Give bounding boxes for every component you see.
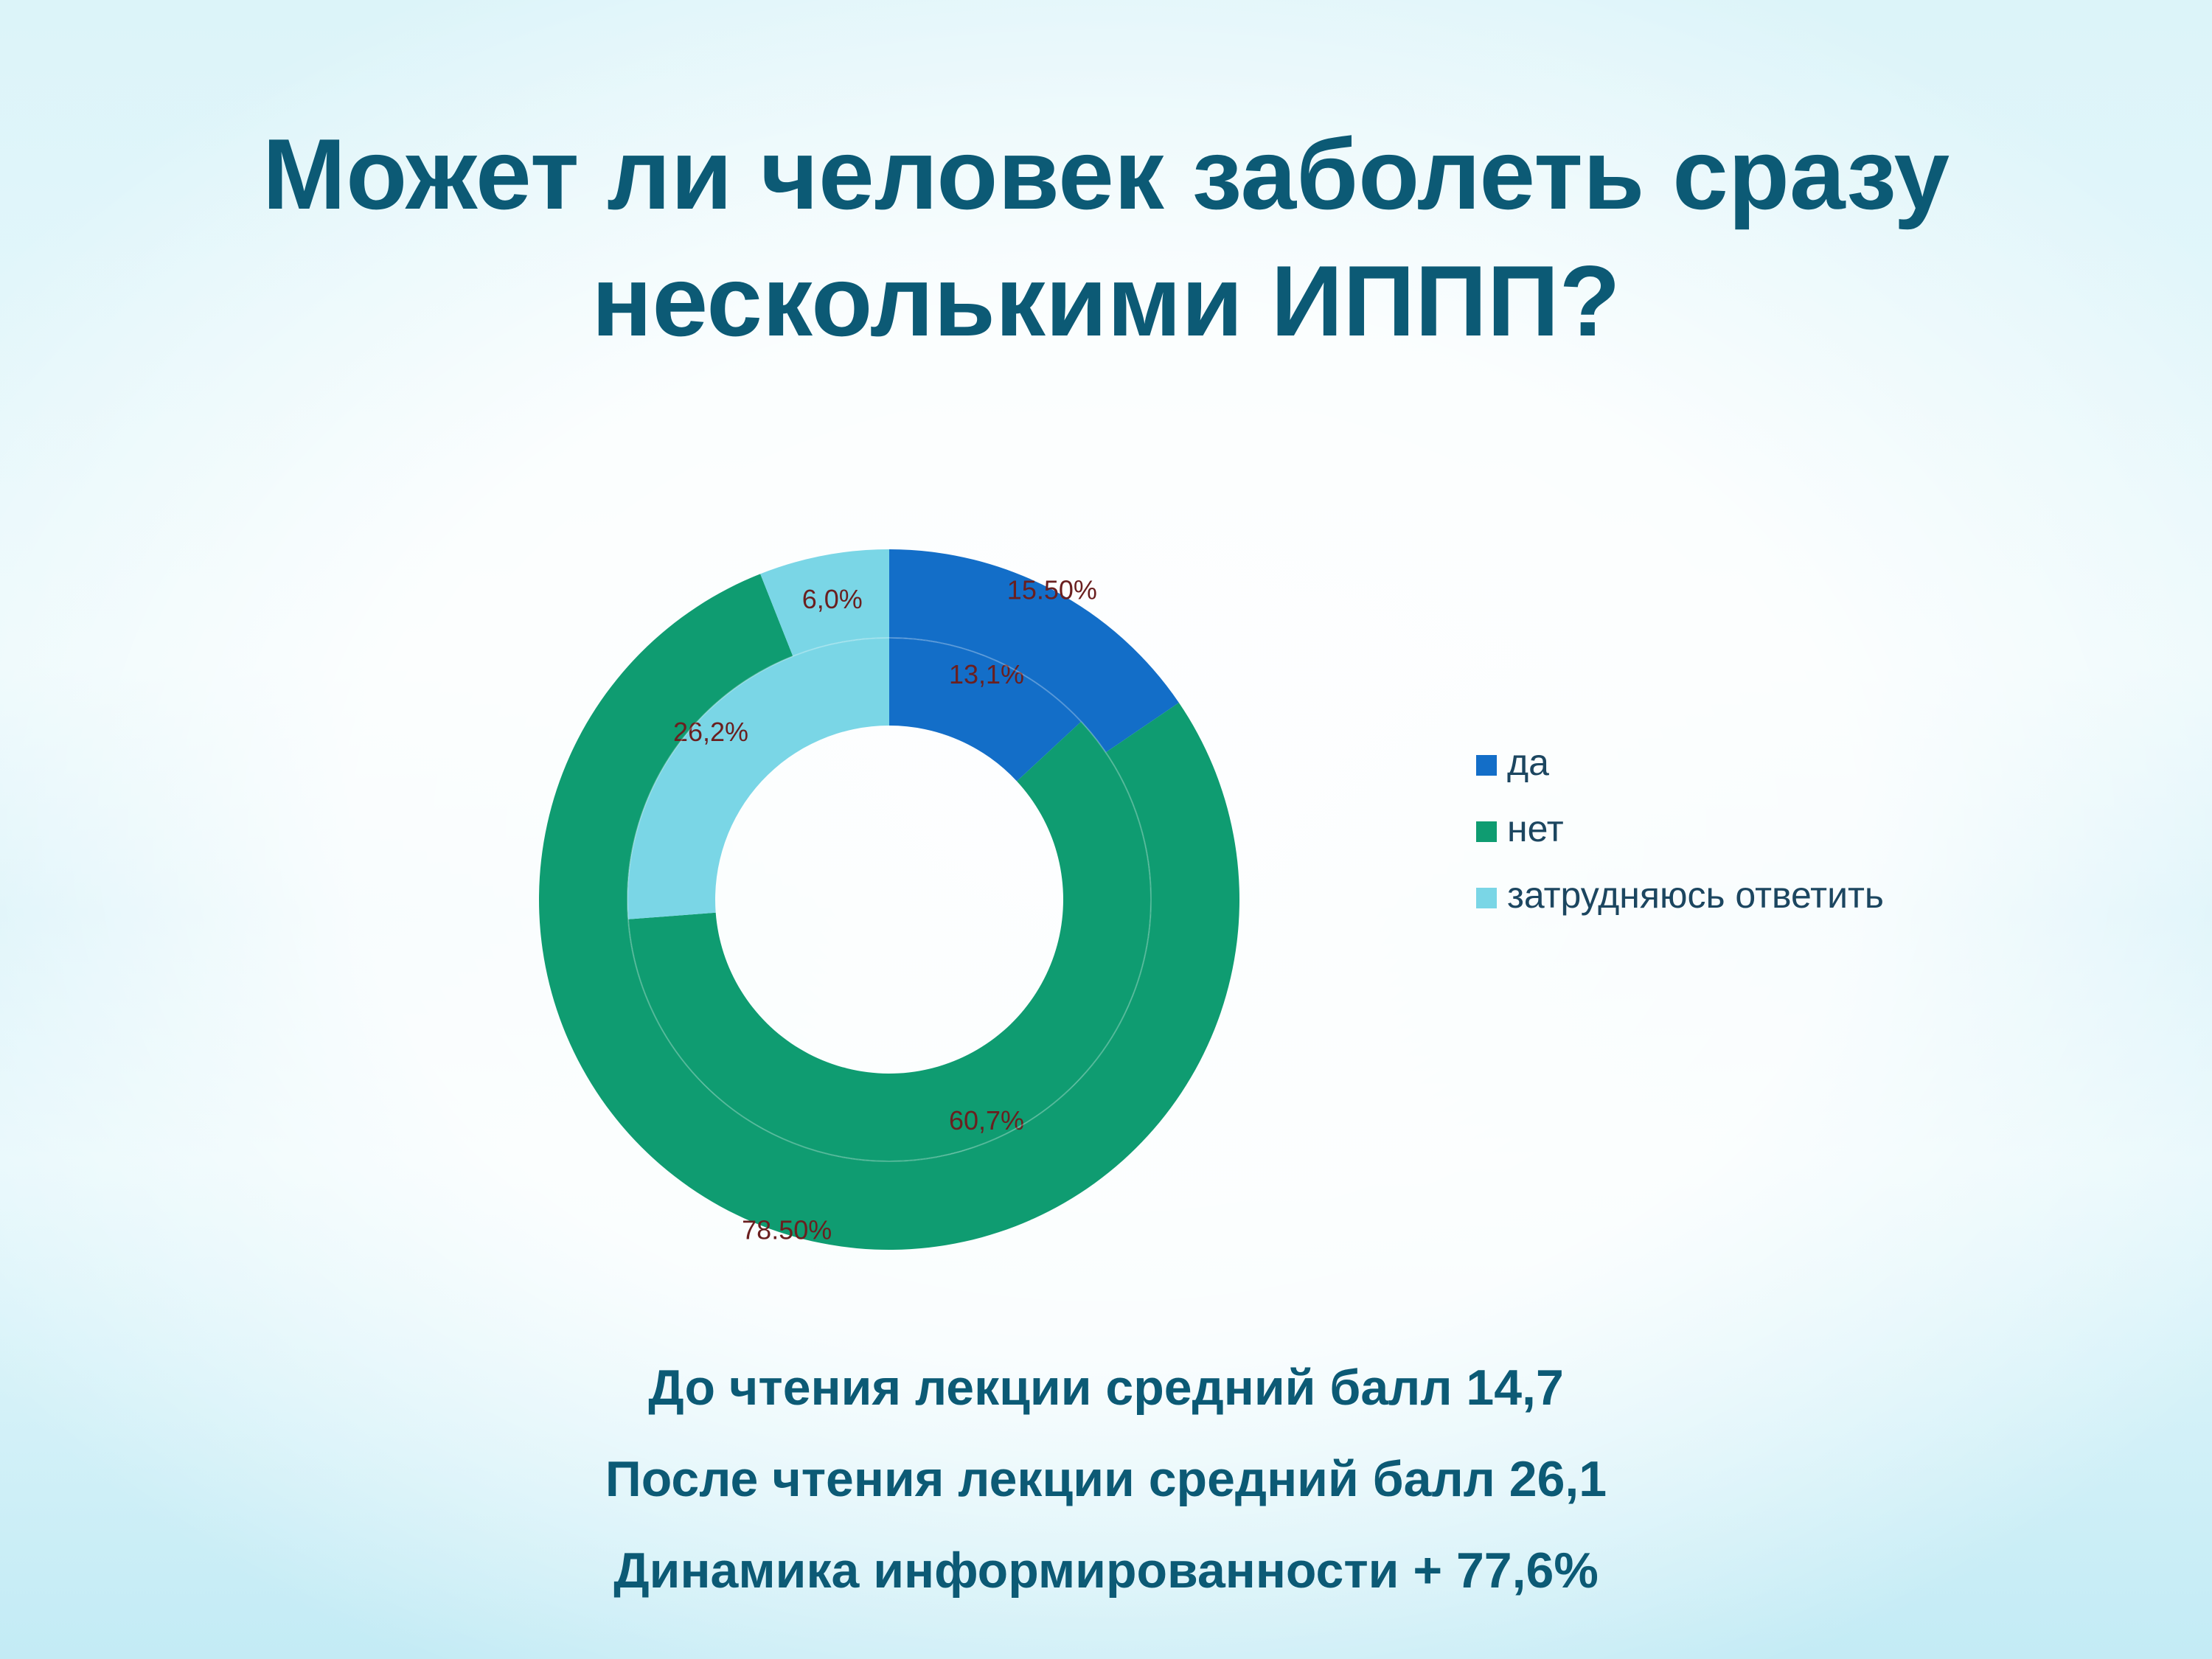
outer-ring-slice-zatrudnyayus — [760, 549, 889, 656]
legend-label-net: нет — [1507, 808, 1564, 849]
slide-title-line-2: несколькими ИППП? — [591, 245, 1621, 357]
ring-separator — [627, 637, 1152, 1162]
legend-label-zatrudnyayus: затрудняюсь ответить — [1507, 874, 1884, 916]
stat-before-lecture: До чтения лекции средний балл 14,7 — [648, 1360, 1564, 1416]
inner-ring-label-zatrudnyayus: 26,2% — [673, 717, 748, 747]
legend-label-da: да — [1507, 742, 1549, 783]
inner-ring-slice-zatrudnyayus — [627, 638, 889, 919]
outer-ring-label-da: 15.50% — [1007, 574, 1097, 605]
stat-after-lecture: После чтения лекции средний балл 26,1 — [605, 1451, 1607, 1507]
slide-title: Может ли человек заболеть сразу нескольк… — [0, 111, 2212, 364]
legend-swatch-da — [1476, 755, 1497, 776]
inner-ring-label-net: 60,7% — [949, 1105, 1024, 1135]
outer-ring-label-zatrudnyayus: 6,0% — [802, 584, 863, 614]
outer-ring-label-net: 78.50% — [742, 1215, 832, 1245]
stat-dynamics: Динамика информированности + 77,6% — [613, 1543, 1599, 1599]
legend-swatch-zatrudnyayus — [1476, 888, 1497, 908]
slide-title-line-1: Может ли человек заболеть сразу — [262, 118, 1950, 230]
stats-block: До чтения лекции средний балл 14,7 После… — [0, 1342, 2212, 1616]
outer-ring-slice-da — [889, 549, 1179, 753]
inner-ring-label-da: 13,1% — [949, 659, 1024, 689]
legend-swatch-net — [1476, 821, 1497, 842]
inner-ring-slice-da — [889, 638, 1082, 782]
inner-ring-slice-net — [628, 721, 1151, 1162]
